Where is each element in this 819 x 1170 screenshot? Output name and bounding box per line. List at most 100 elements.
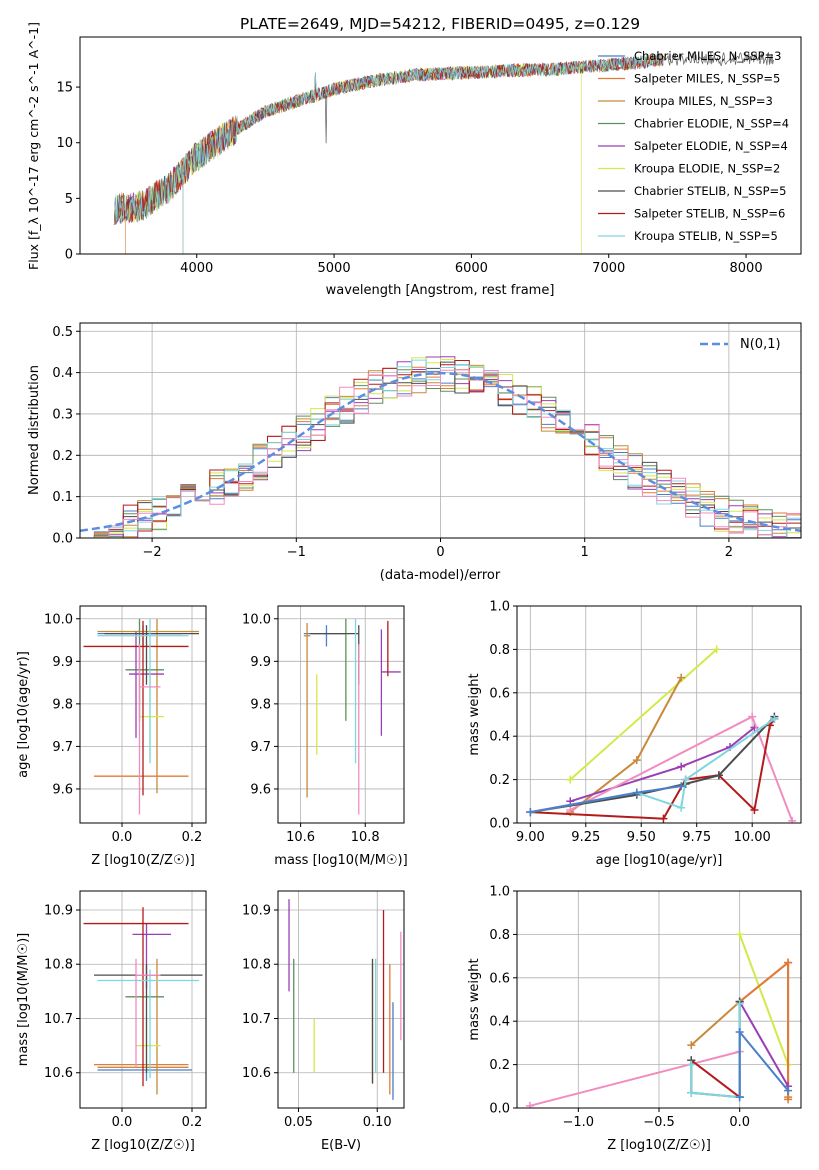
histogram-step xyxy=(80,359,801,538)
y-tick-label: 10.0 xyxy=(242,612,271,627)
x-tick-label: 0 xyxy=(436,545,444,560)
plot-marks xyxy=(288,899,402,1100)
x-tick-label: −1.0 xyxy=(563,1115,595,1130)
y-tick-label: 0.6 xyxy=(489,686,510,701)
x-tick-label: 0.0 xyxy=(112,830,133,845)
y-tick-label: 9.8 xyxy=(250,697,271,712)
axes-frame xyxy=(516,605,802,824)
panel-weight_vs_Z: −1.0 −0.5 0.0 0.0 0.2 0.4 0.6 0.8 1.0 Z [log10(Z/… xyxy=(467,885,802,1153)
y-tick-label: 0 xyxy=(65,248,73,263)
x-tick-label: 0.05 xyxy=(284,1115,313,1130)
y-tick-label: 10.6 xyxy=(44,1066,73,1081)
y-tick-label: 0.0 xyxy=(52,532,73,547)
x-axis-label: age [log10(age/yr)] xyxy=(596,853,723,868)
plot-marks xyxy=(113,51,774,254)
grid xyxy=(278,606,404,823)
x-tick-label: 9.00 xyxy=(516,830,545,845)
x-tick-label: 2 xyxy=(725,545,733,560)
weight-marker xyxy=(714,771,723,780)
weight-marker xyxy=(788,816,797,823)
y-tick-label: 10.0 xyxy=(44,612,73,627)
plot-area xyxy=(278,891,404,1108)
weight-marker xyxy=(632,788,641,797)
plot-marks xyxy=(80,356,801,538)
x-tick-label: 0.0 xyxy=(729,1115,750,1130)
x-tick-label: 0.0 xyxy=(112,1115,133,1130)
spectrum-line xyxy=(113,53,664,226)
weight-marker xyxy=(566,775,575,784)
panel-weight_vs_age: 9.00 9.25 9.50 9.75 10.00 0.0 0.2 0.4 0.6 0.8 1.0 a… xyxy=(467,600,802,868)
weight-marker xyxy=(677,762,686,771)
x-tick-label: 4000 xyxy=(180,261,213,276)
x-tick-label: 0.10 xyxy=(363,1115,392,1130)
weight-marker xyxy=(784,1086,793,1095)
axes-frame xyxy=(79,890,207,1109)
y-tick-label: 1.0 xyxy=(489,885,510,900)
y-tick-label: 0.0 xyxy=(489,1102,510,1117)
y-tick-label: 0.2 xyxy=(489,1058,510,1073)
weight-marker xyxy=(681,775,690,784)
weight-marker xyxy=(677,803,686,812)
x-tick-label: 7000 xyxy=(592,261,625,276)
plot-area xyxy=(278,606,404,823)
y-tick-label: 0.1 xyxy=(52,490,73,505)
weight-line xyxy=(738,1001,789,1087)
y-axis-label: mass weight xyxy=(467,673,482,755)
legend-entry: Chabrier STELIB, N_SSP=5 xyxy=(634,184,786,198)
weight-marker xyxy=(659,814,668,823)
y-tick-label: 9.9 xyxy=(52,655,73,670)
weight-marker xyxy=(677,673,686,682)
y-tick-label: 5 xyxy=(65,192,73,207)
x-tick-label: 9.25 xyxy=(571,830,600,845)
y-tick-label: 10 xyxy=(56,136,73,151)
y-tick-label: 9.6 xyxy=(250,782,271,797)
x-tick-label: 0.2 xyxy=(182,1115,203,1130)
x-tick-label: 10.8 xyxy=(351,830,380,845)
legend-entry: Salpeter STELIB, N_SSP=6 xyxy=(634,207,785,221)
x-axis-label: Z [log10(Z/Z☉)] xyxy=(607,1138,711,1153)
weight-line xyxy=(529,1050,740,1107)
axes-frame xyxy=(79,605,207,824)
plot-marks xyxy=(83,618,199,815)
x-tick-label: 0.2 xyxy=(182,830,203,845)
legend-entry: Kroupa ELODIE, N_SSP=2 xyxy=(634,162,780,176)
weight-marker xyxy=(770,714,779,723)
legend-entry: Salpeter ELODIE, N_SSP=4 xyxy=(634,139,788,153)
y-tick-label: 1.0 xyxy=(489,600,510,615)
y-tick-label: 0.0 xyxy=(489,817,510,832)
panel-residuals: −2 −1 0 1 2 0.0 0.1 0.2 0.3 0.4 0.5 N(0,1) (data-mod… xyxy=(27,322,802,583)
axes-frame xyxy=(79,322,802,539)
axes-frame xyxy=(277,605,405,824)
x-axis-label: Z [log10(Z/Z☉)] xyxy=(91,1138,195,1153)
y-tick-label: 9.9 xyxy=(250,655,271,670)
axes-frame xyxy=(277,890,405,1109)
y-tick-label: 0.8 xyxy=(489,643,510,658)
weight-marker xyxy=(687,1088,696,1097)
legend: Chabrier MILES, N_SSP=3 Salpeter MILES, N… xyxy=(598,49,789,243)
plot-area xyxy=(517,606,801,823)
x-axis-label: mass [log10(M/M☉)] xyxy=(274,853,407,868)
weight-marker xyxy=(735,1093,744,1102)
y-tick-label: 9.7 xyxy=(52,740,73,755)
x-tick-label: −0.5 xyxy=(643,1115,675,1130)
histogram-step xyxy=(80,369,801,538)
weight-marker xyxy=(748,712,757,721)
weight-marker xyxy=(712,645,721,654)
x-tick-label: 6000 xyxy=(455,261,488,276)
x-axis-label: Z [log10(Z/Z☉)] xyxy=(91,853,195,868)
panel-mass_vs_Z: 0.0 0.2 10.6 10.7 10.8 10.9 Z [log10(Z/Z☉)] mas… xyxy=(16,890,207,1153)
weight-marker xyxy=(566,805,575,814)
y-tick-label: 10.9 xyxy=(242,903,271,918)
weight-marker xyxy=(677,782,686,791)
weight-line xyxy=(569,648,718,781)
x-tick-label: 10.00 xyxy=(734,830,771,845)
plot-marks xyxy=(303,618,401,815)
y-tick-label: 9.6 xyxy=(52,782,73,797)
x-tick-label: 8000 xyxy=(730,261,763,276)
weight-marker xyxy=(687,1041,696,1050)
weight-line xyxy=(570,726,756,803)
legend-entry: Chabrier MILES, N_SSP=3 xyxy=(634,49,781,63)
y-axis-label: Normed distribution xyxy=(27,365,42,495)
y-tick-label: 0.2 xyxy=(489,773,510,788)
